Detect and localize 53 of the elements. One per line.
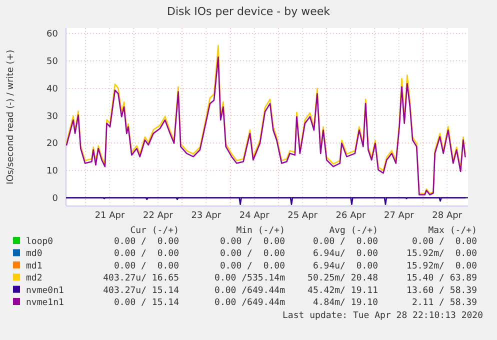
text: 0.00 / 0.00 bbox=[412, 237, 477, 247]
x-tick-label: 22 Apr bbox=[143, 211, 174, 221]
text: 0.00 /649.44m bbox=[214, 286, 285, 296]
x-tick-label: 26 Apr bbox=[336, 211, 366, 221]
legend-label: nvme0n1 bbox=[26, 286, 64, 296]
text: 15.92m/ 0.00 bbox=[406, 249, 477, 260]
text: 6.94u/ 0.00 bbox=[312, 261, 378, 272]
text: Min (-/+) bbox=[236, 226, 285, 236]
x-tick-label: 21 Apr bbox=[94, 211, 126, 221]
text: 6.94u/ 0.00 bbox=[312, 249, 378, 260]
text: 0.00 /535.14m bbox=[214, 274, 285, 284]
legend-label: md0 bbox=[26, 249, 42, 260]
text: 0.00 / 0.00 bbox=[220, 249, 285, 260]
legend-label: md1 bbox=[26, 261, 42, 272]
text: 0.00 / 0.00 bbox=[114, 261, 179, 272]
text: 2.11 / 58.39 bbox=[412, 298, 477, 308]
text: Last update: Tue Apr 28 22:10:13 2020 bbox=[282, 311, 483, 321]
text: 0.00 / 0.00 bbox=[312, 237, 378, 247]
text: Avg (-/+) bbox=[329, 226, 378, 236]
y-tick-label: 10 bbox=[46, 166, 58, 177]
text: 403.27u/ 16.65 bbox=[103, 274, 179, 284]
text: 4.84m/ 19.10 bbox=[312, 298, 378, 308]
text: 45.42m/ 19.11 bbox=[308, 286, 378, 296]
y-tick-label: 20 bbox=[46, 139, 58, 150]
legend-label: nvme1n1 bbox=[26, 298, 64, 308]
text: 0.00 / 15.14 bbox=[114, 298, 179, 308]
text: 0.00 / 0.00 bbox=[114, 237, 179, 247]
text: 403.27u/ 15.14 bbox=[103, 286, 179, 296]
text: 0.00 / 0.00 bbox=[114, 249, 179, 260]
y-tick-label: 0 bbox=[52, 194, 58, 204]
x-tick-label: 24 Apr bbox=[239, 211, 270, 221]
legend-label: md2 bbox=[26, 274, 42, 284]
text: 0.00 / 0.00 bbox=[220, 237, 285, 247]
text: 15.40 / 63.89 bbox=[406, 274, 477, 284]
text: 13.60 / 58.39 bbox=[406, 286, 477, 296]
text: 15.92m/ 0.00 bbox=[406, 261, 477, 272]
y-tick-label: 40 bbox=[46, 84, 58, 94]
legend-label: loop0 bbox=[26, 237, 54, 247]
text: Cur (-/+) bbox=[130, 226, 179, 236]
y-tick-label: 50 bbox=[46, 57, 58, 68]
chart-title: Disk IOs per device - by week bbox=[166, 5, 331, 18]
line-series bbox=[66, 197, 466, 206]
y-axis-title: IOs/second read (-) / write (+) bbox=[6, 50, 16, 184]
x-tick-label: 28 Apr bbox=[432, 211, 462, 221]
text: 0.00 / 0.00 bbox=[220, 261, 285, 272]
x-tick-label: 23 Apr bbox=[191, 211, 222, 221]
text: Max (-/+) bbox=[428, 226, 477, 236]
y-tick-label: 30 bbox=[46, 112, 58, 122]
text: 0.00 /649.44m bbox=[214, 298, 285, 308]
x-tick-label: 25 Apr bbox=[288, 211, 318, 221]
text: 50.25m/ 20.48 bbox=[308, 274, 378, 284]
x-tick-label: 27 Apr bbox=[384, 211, 414, 221]
y-tick-label: 60 bbox=[46, 30, 58, 40]
